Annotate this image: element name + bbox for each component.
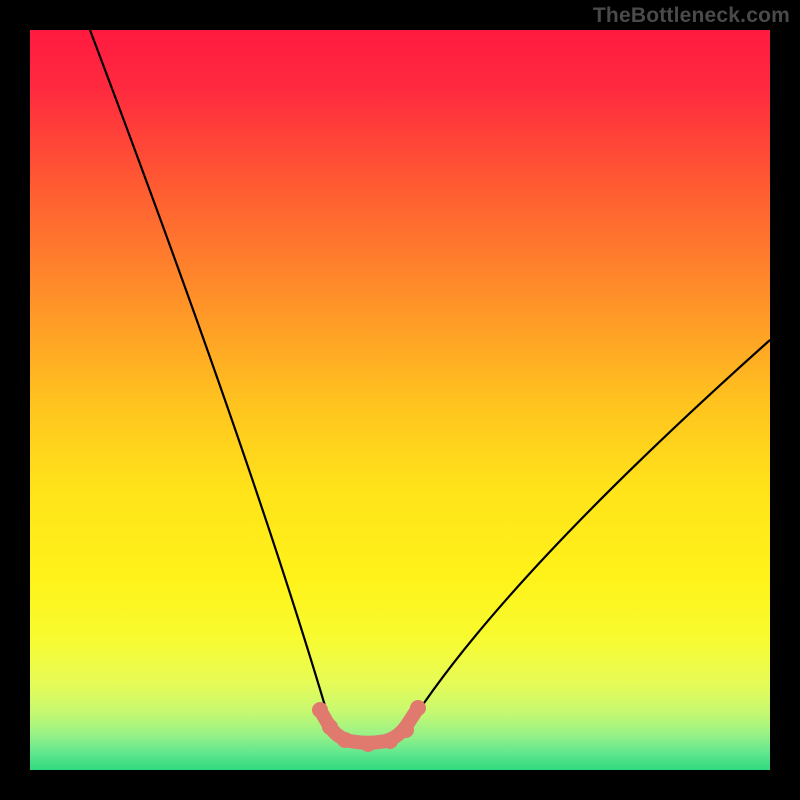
plot-area	[30, 30, 770, 770]
valley-dot	[398, 722, 414, 738]
valley-dot	[382, 733, 398, 749]
gradient-background	[30, 30, 770, 770]
valley-dot	[410, 700, 426, 716]
valley-dot	[337, 732, 353, 748]
watermark-text: TheBottleneck.com	[593, 4, 790, 28]
plot-svg	[30, 30, 770, 770]
valley-dot	[360, 736, 376, 752]
valley-dot	[312, 702, 328, 718]
valley-dot	[322, 719, 338, 735]
chart-canvas: TheBottleneck.com	[0, 0, 800, 800]
